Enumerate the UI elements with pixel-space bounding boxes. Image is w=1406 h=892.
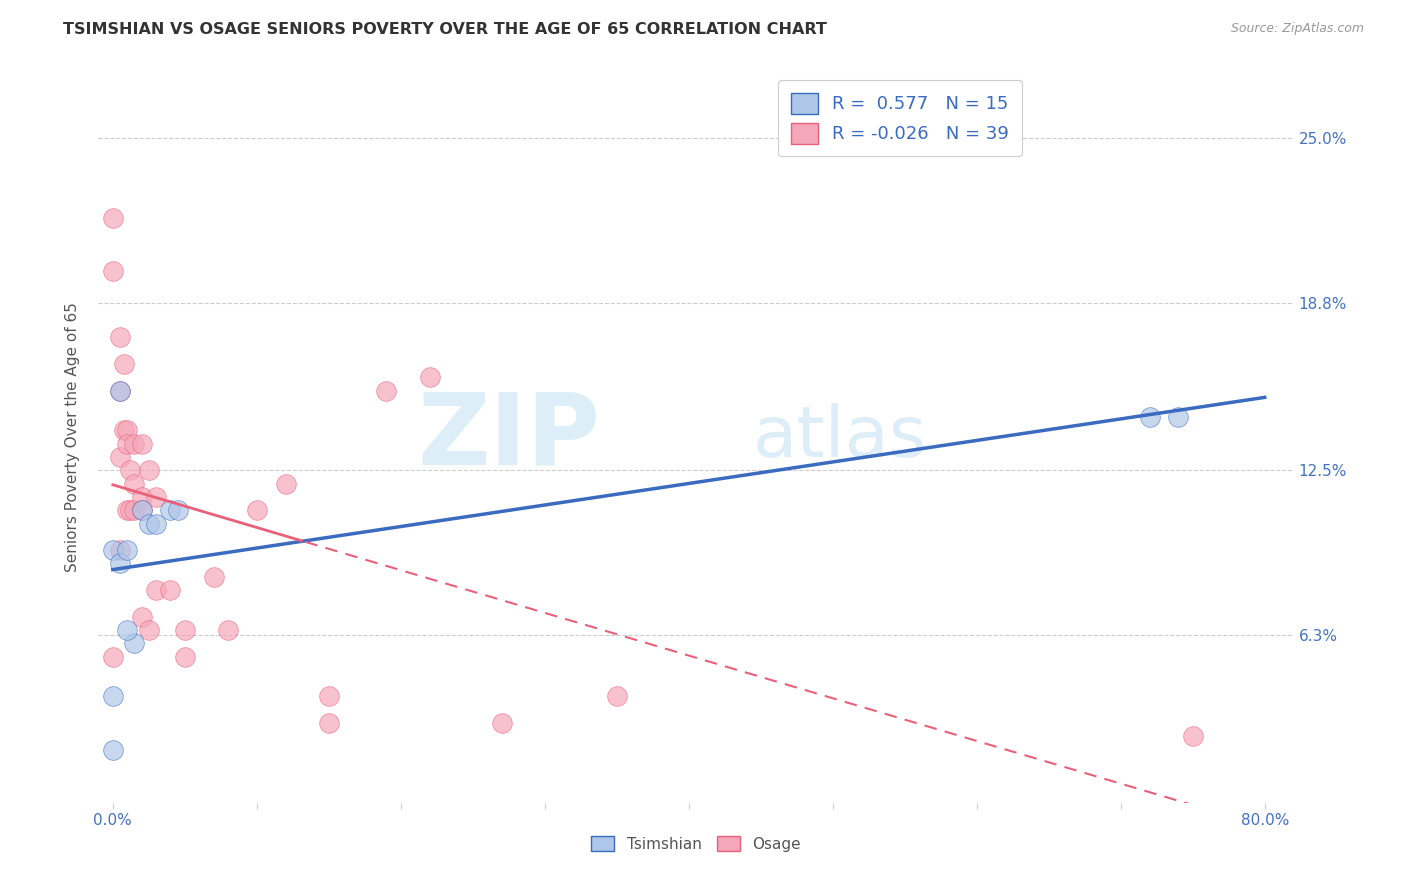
Point [120,503,142,517]
Point [246,503,269,517]
Point [274,476,297,491]
Point [138,623,160,637]
Point [131,503,153,517]
Point [124,503,146,517]
Point [1167,410,1189,425]
Point [145,516,167,531]
Point [145,582,167,597]
Point [115,436,138,450]
Point [173,649,195,664]
Point [202,570,225,584]
Point [375,384,398,398]
Point [115,424,138,438]
Point [108,543,131,558]
Point [101,649,124,664]
Point [124,436,146,450]
Point [173,623,195,637]
Point [606,690,628,704]
Point [108,330,131,344]
Point [112,424,135,438]
Text: Source: ZipAtlas.com: Source: ZipAtlas.com [1230,22,1364,36]
Point [124,636,146,650]
Point [108,450,131,464]
Point [131,436,153,450]
Point [101,742,124,756]
Point [115,503,138,517]
Point [217,623,239,637]
Point [419,370,441,384]
Point [112,357,135,371]
Point [131,609,153,624]
Point [138,516,160,531]
Point [138,463,160,477]
Point [159,503,181,517]
Point [1139,410,1161,425]
Point [101,543,124,558]
Point [108,557,131,571]
Point [318,690,340,704]
Point [101,264,124,278]
Text: atlas: atlas [752,402,927,472]
Point [131,490,153,504]
Point [166,503,188,517]
Point [101,690,124,704]
Point [108,384,131,398]
Point [159,582,181,597]
Point [145,490,167,504]
Point [124,476,146,491]
Y-axis label: Seniors Poverty Over the Age of 65: Seniors Poverty Over the Age of 65 [65,302,80,572]
Text: ZIP: ZIP [418,389,600,485]
Point [101,211,124,225]
Point [318,716,340,731]
Legend: Tsimshian, Osage: Tsimshian, Osage [582,827,810,861]
Point [131,503,153,517]
Point [115,623,138,637]
Point [108,384,131,398]
Point [120,463,142,477]
Point [491,716,513,731]
Point [1181,729,1204,743]
Point [115,543,138,558]
Text: TSIMSHIAN VS OSAGE SENIORS POVERTY OVER THE AGE OF 65 CORRELATION CHART: TSIMSHIAN VS OSAGE SENIORS POVERTY OVER … [63,22,827,37]
